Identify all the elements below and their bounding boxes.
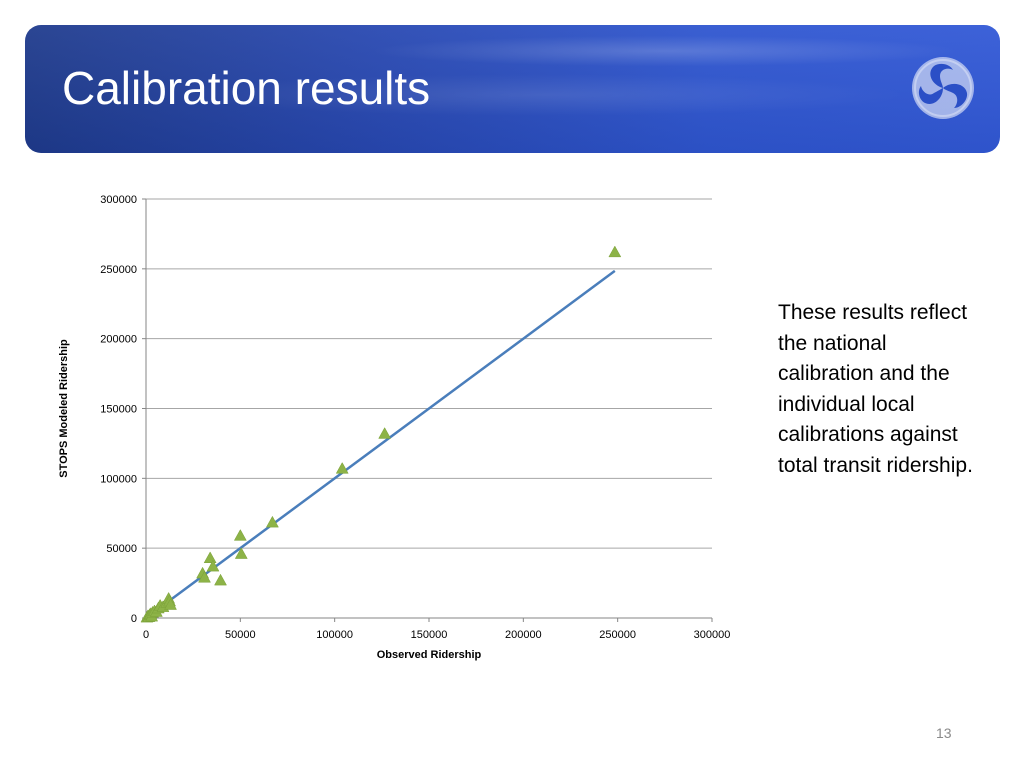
- x-tick-label: 100000: [316, 629, 353, 641]
- data-point: [265, 515, 279, 528]
- description-text: These results reflect the national calib…: [778, 301, 973, 477]
- x-axis-title: Observed Ridership: [377, 649, 482, 661]
- y-tick-label: 250000: [100, 264, 137, 276]
- y-axis-title: STOPS Modeled Ridership: [58, 339, 70, 478]
- data-point: [378, 427, 392, 439]
- data-point: [203, 551, 217, 563]
- data-point: [234, 547, 248, 559]
- y-tick-label: 100000: [100, 473, 137, 485]
- scatter-chart: 0 50000 100000 150000 200000 250000 300000 0 500…: [58, 194, 731, 661]
- x-tick-label: 200000: [505, 629, 542, 641]
- data-point: [198, 570, 211, 583]
- chart-area: 0 50000 100000 150000 200000 250000 300000 0 500…: [0, 170, 760, 684]
- x-tick-label: 150000: [411, 629, 448, 641]
- data-point: [214, 573, 227, 586]
- x-tick-label: 0: [143, 629, 149, 641]
- trend-line: [145, 269, 616, 620]
- y-tick-label: 200000: [100, 334, 137, 346]
- data-point: [206, 559, 220, 572]
- page-number: 13: [936, 725, 952, 741]
- y-tick-label: 300000: [100, 194, 137, 206]
- banner-sheen: [25, 25, 1000, 153]
- data-point: [608, 245, 622, 258]
- y-tick-label: 50000: [106, 543, 137, 555]
- x-tick-label: 50000: [225, 629, 256, 641]
- data-point: [164, 598, 177, 610]
- x-tick-label: 300000: [694, 629, 731, 641]
- data-point: [335, 462, 349, 474]
- slide-title: Calibration results: [62, 62, 431, 114]
- x-tick-label: 250000: [599, 629, 636, 641]
- y-tick-label: 150000: [100, 404, 137, 416]
- dot-logo-icon: [912, 57, 974, 119]
- y-tick-label: 0: [131, 613, 137, 625]
- data-point: [233, 529, 247, 541]
- title-banner: Calibration results: [25, 25, 1000, 153]
